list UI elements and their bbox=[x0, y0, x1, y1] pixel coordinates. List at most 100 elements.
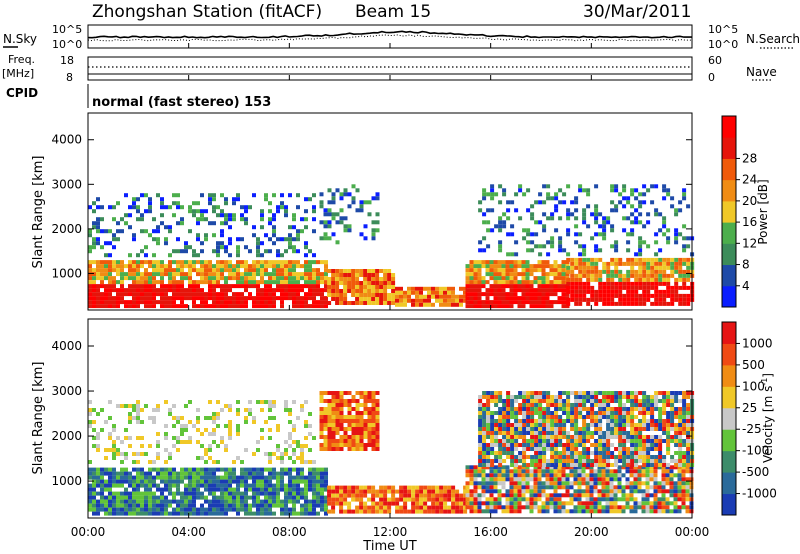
vel-cell bbox=[96, 479, 100, 484]
vel-cell bbox=[630, 407, 635, 411]
vel-cell bbox=[351, 493, 356, 498]
power-cell bbox=[530, 216, 535, 221]
vel-cell bbox=[319, 391, 324, 395]
power-cell bbox=[176, 292, 180, 297]
vel-cell bbox=[485, 505, 490, 510]
power-cell bbox=[140, 264, 144, 269]
power-cell bbox=[180, 276, 184, 281]
power-cell bbox=[682, 281, 687, 286]
power-cell bbox=[228, 213, 232, 218]
vel-cell bbox=[339, 447, 344, 451]
vel-cell bbox=[581, 477, 586, 482]
vel-cell bbox=[678, 399, 683, 403]
vel-cell bbox=[661, 469, 666, 474]
vel-cell bbox=[272, 475, 276, 480]
vel-cell bbox=[646, 427, 651, 431]
power-cell bbox=[204, 272, 208, 277]
power-cell bbox=[662, 277, 667, 282]
power-cell bbox=[327, 269, 332, 273]
vel-cell bbox=[686, 435, 691, 439]
power-cell bbox=[304, 292, 308, 297]
power-cell bbox=[546, 252, 551, 257]
vel-cell bbox=[537, 469, 542, 474]
vel-cell bbox=[582, 399, 587, 403]
vel-cell bbox=[606, 439, 611, 443]
power-cell bbox=[542, 212, 547, 217]
power-cell bbox=[312, 209, 316, 214]
power-cell bbox=[478, 248, 483, 253]
vel-cell bbox=[260, 491, 264, 496]
vel-cell bbox=[681, 493, 686, 498]
vel-cell bbox=[312, 507, 316, 512]
vel-cell bbox=[443, 501, 448, 506]
vel-cell bbox=[513, 497, 518, 502]
vel-cell bbox=[626, 419, 631, 423]
vel-cell bbox=[220, 408, 224, 412]
vel-cell bbox=[674, 443, 679, 447]
power-cell bbox=[260, 276, 264, 281]
vel-cell bbox=[617, 473, 622, 478]
vel-cell bbox=[482, 443, 487, 447]
vel-cell bbox=[597, 509, 602, 514]
vel-cell bbox=[529, 493, 534, 498]
power-cell bbox=[614, 289, 619, 294]
vel-cell bbox=[144, 475, 148, 480]
power-cell bbox=[140, 213, 144, 218]
power-cell bbox=[156, 241, 160, 246]
power-cell bbox=[296, 233, 300, 238]
vel-cell bbox=[610, 407, 615, 411]
vel-cell bbox=[574, 411, 579, 415]
vel-cell bbox=[534, 443, 539, 447]
vel-cell bbox=[465, 473, 470, 478]
power-cell bbox=[224, 197, 228, 202]
vel-cell bbox=[288, 483, 292, 488]
vel-cell bbox=[641, 505, 646, 510]
vel-cell bbox=[132, 499, 136, 504]
vel-cell bbox=[152, 479, 156, 484]
power-cell bbox=[268, 296, 272, 301]
vel-cell bbox=[319, 447, 324, 451]
vel-cell bbox=[92, 491, 96, 496]
vel-cell bbox=[666, 415, 671, 419]
vel-cell bbox=[347, 423, 352, 427]
vel-cell bbox=[494, 391, 499, 395]
power-cell bbox=[561, 296, 566, 301]
vel-cell bbox=[629, 481, 634, 486]
power-cell bbox=[411, 286, 415, 291]
vel-cell bbox=[192, 495, 196, 500]
vel-cell bbox=[550, 423, 555, 427]
vel-cell bbox=[224, 487, 228, 492]
power-cell bbox=[533, 300, 538, 305]
power-cell bbox=[501, 300, 506, 305]
vel-cell bbox=[522, 451, 527, 455]
vel-cell bbox=[498, 419, 503, 423]
vel-cell bbox=[578, 455, 583, 459]
vel-cell bbox=[176, 416, 180, 420]
vel-cell bbox=[566, 399, 571, 403]
vel-cell bbox=[534, 439, 539, 443]
vel-cell bbox=[589, 473, 594, 478]
power-cell bbox=[272, 264, 276, 269]
vel-cell bbox=[200, 432, 204, 436]
vel-cell bbox=[637, 473, 642, 478]
vel-cell bbox=[542, 431, 547, 435]
vel-cell bbox=[494, 439, 499, 443]
vel-cell bbox=[367, 443, 372, 447]
vel-cell bbox=[666, 443, 671, 447]
vel-cell bbox=[585, 489, 590, 494]
power-cell bbox=[530, 204, 535, 209]
power-cell bbox=[419, 302, 423, 307]
power-cell bbox=[622, 277, 627, 282]
power-cell bbox=[152, 276, 156, 281]
vel-cell bbox=[228, 432, 232, 436]
vel-cell bbox=[272, 471, 276, 476]
vel-cell bbox=[359, 509, 364, 514]
vel-cell bbox=[375, 493, 380, 498]
vel-cell bbox=[128, 495, 132, 500]
vel-cell bbox=[538, 443, 543, 447]
vel-cell bbox=[610, 415, 615, 419]
vel-cell bbox=[489, 469, 494, 474]
vel-cell bbox=[626, 439, 631, 443]
vel-cell bbox=[506, 415, 511, 419]
vel-cell bbox=[478, 427, 483, 431]
